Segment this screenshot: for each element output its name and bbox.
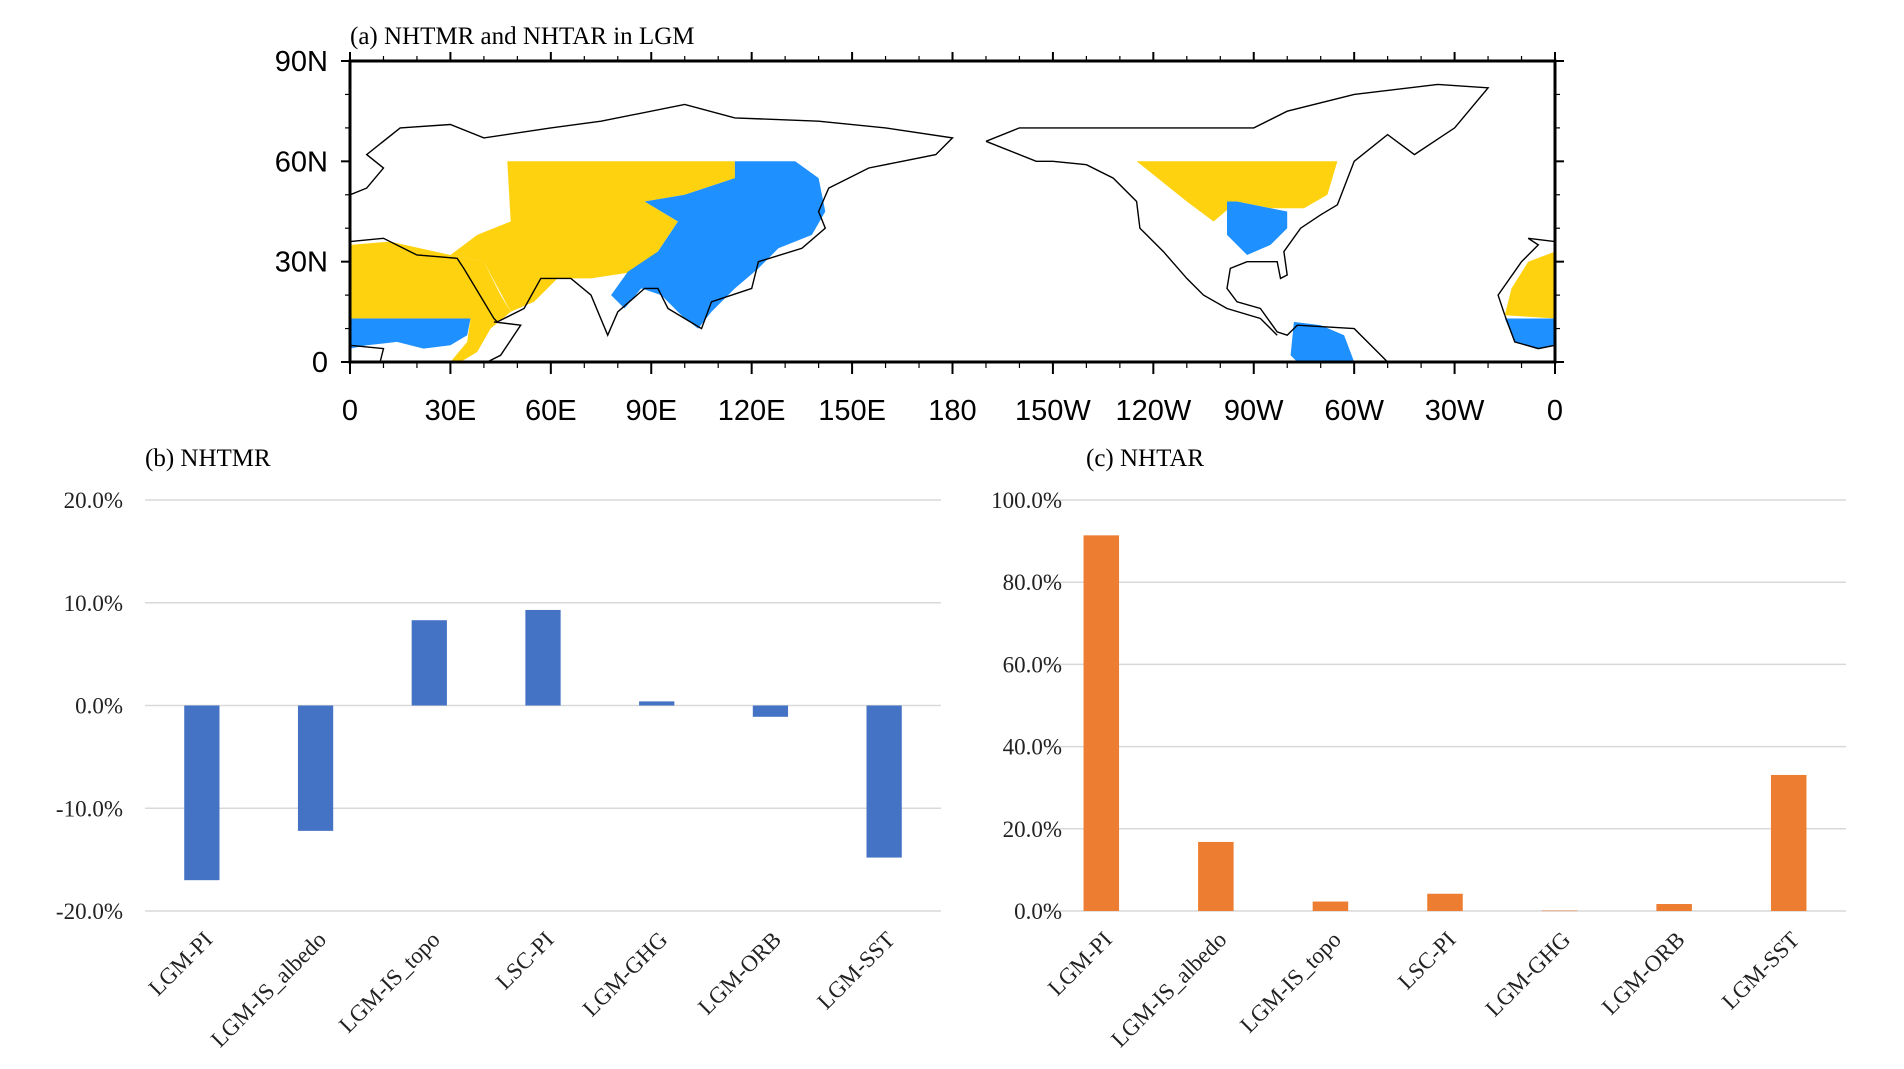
y-tick-label: -20.0%: [56, 899, 123, 924]
west-africa-blue-region: [1504, 318, 1555, 349]
lon-label: 90E: [625, 395, 677, 427]
coastline-6: [1504, 314, 1556, 350]
coastline-1: [349, 344, 385, 363]
coastlines: [349, 83, 1556, 363]
y-tick-label: 100.0%: [991, 488, 1062, 513]
y-tick-label: 60.0%: [1003, 652, 1062, 677]
bar-lgm-pi: [1083, 535, 1120, 911]
category-label: LGM-GHG: [1481, 927, 1575, 1021]
north-america-yellow-region: [1136, 161, 1338, 222]
y-tick-label: 40.0%: [1003, 735, 1062, 760]
y-tick-label: 0.0%: [75, 694, 123, 719]
bar-lgm-is-topo: [1312, 901, 1349, 911]
lon-label: 60W: [1324, 395, 1384, 427]
bar-lgm-is-albedo: [297, 705, 334, 831]
eurasia-yellow-region: [450, 161, 735, 312]
lat-label: 90N: [275, 46, 328, 78]
map-panel: (a) NHTMR and NHTAR in LGM 90N 60N 30N 0 0 3…: [275, 23, 1564, 427]
chart-nhtmr: (b) NHTMR 20.0% 10.0% 0.0% -10.0% -20.0% LGM-…: [56, 445, 941, 1052]
chart-c-title: (c) NHTAR: [1086, 445, 1204, 472]
bar-lsc-pi: [1427, 893, 1463, 911]
chart-nhtar: (c) NHTAR 100.0% 80.0% 60.0% 40.0% 20.0% 0.0%…: [991, 445, 1846, 1052]
lat-label: 60N: [275, 146, 328, 178]
lon-label: 150W: [1015, 395, 1091, 427]
lon-label: 120W: [1115, 395, 1191, 427]
coastline-4: [985, 140, 1278, 336]
category-label: LGM-ORB: [693, 927, 786, 1020]
bar-lgm-sst: [1770, 774, 1807, 911]
africa-yellow-region: [350, 241, 511, 362]
latitude-labels: 90N 60N 30N 0: [275, 46, 328, 379]
y-tick-label: -10.0%: [56, 796, 123, 821]
sahel-blue-region: [350, 318, 471, 349]
coastline-0: [349, 103, 954, 337]
lon-label: 30W: [1425, 395, 1485, 427]
asia-blue-region: [611, 161, 826, 329]
y-tick-label: 0.0%: [1014, 899, 1062, 924]
y-tick-label: 80.0%: [1003, 570, 1062, 595]
category-label: LGM-PI: [144, 927, 218, 1001]
longitude-labels: 0 30E 60E 90E 120E 150E 180 150W 120W 90W 60W 30W 0: [342, 395, 1563, 427]
category-label: LGM-GHG: [578, 927, 672, 1021]
y-tick-label: 20.0%: [1003, 817, 1062, 842]
bar-lgm-ghg: [639, 701, 675, 706]
category-label: LSC-PI: [1393, 927, 1460, 994]
lon-label: 60E: [525, 395, 577, 427]
map-title: (a) NHTMR and NHTAR in LGM: [350, 23, 694, 50]
west-africa-yellow-region: [1504, 251, 1555, 319]
north-america-blue-region: [1227, 201, 1288, 255]
category-label: LGM-PI: [1043, 927, 1117, 1001]
bar-lgm-orb: [1656, 904, 1692, 911]
bar-lgm-pi: [184, 705, 220, 881]
bar-lgm-orb: [752, 705, 789, 717]
lon-label: 90W: [1224, 395, 1284, 427]
lat-label: 30N: [275, 247, 328, 279]
category-label: LSC-PI: [491, 927, 558, 994]
coastline-2: [486, 321, 522, 363]
category-label: LGM-IS_topo: [1235, 927, 1346, 1038]
bar-lgm-sst: [866, 705, 902, 858]
lon-label: 0: [1547, 395, 1563, 427]
category-label: LGM-ORB: [1597, 927, 1690, 1020]
lon-label: 30E: [425, 395, 477, 427]
lon-label: 180: [928, 395, 976, 427]
y-tick-label: 10.0%: [64, 591, 123, 616]
coastline-3: [985, 83, 1490, 363]
bar-lgm-is-albedo: [1198, 841, 1234, 911]
coastline-5: [1497, 237, 1556, 316]
bar-lgm-is-topo: [411, 620, 447, 706]
bar-lgm-ghg: [1541, 910, 1578, 912]
lon-label: 120E: [718, 395, 786, 427]
lat-label: 0: [312, 347, 328, 379]
south-america-blue-region: [1290, 321, 1355, 362]
category-label: LGM-IS_albedo: [1106, 927, 1231, 1052]
category-label: LGM-IS_topo: [334, 927, 445, 1038]
category-label: LGM-SST: [812, 927, 899, 1014]
category-label: LGM-SST: [1717, 927, 1804, 1014]
chart-b-title: (b) NHTMR: [145, 445, 271, 472]
map-shading: [350, 161, 1555, 362]
y-tick-label: 20.0%: [64, 488, 123, 513]
lon-label: 150E: [818, 395, 886, 427]
map-ticks: [341, 52, 1564, 374]
lon-label: 0: [342, 395, 358, 427]
category-label: LGM-IS_albedo: [206, 927, 331, 1052]
bar-lsc-pi: [525, 609, 561, 706]
